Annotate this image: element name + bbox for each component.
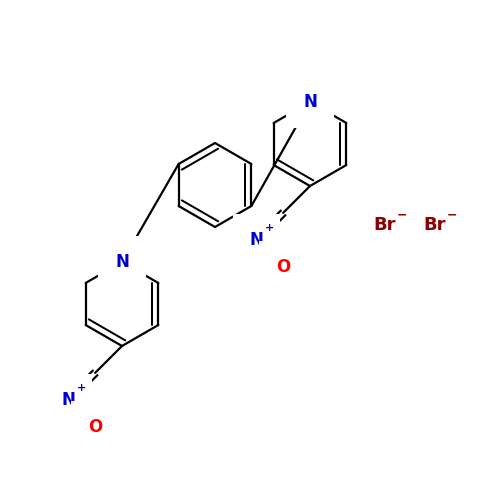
Text: Br: Br (424, 216, 446, 234)
Text: Br: Br (374, 216, 396, 234)
Text: N: N (62, 390, 75, 408)
Text: N: N (250, 230, 263, 248)
Text: +: + (266, 222, 274, 232)
Text: −: − (447, 208, 457, 222)
Text: N: N (303, 93, 317, 111)
Text: O: O (276, 258, 290, 276)
Text: O: O (88, 418, 102, 436)
Text: N: N (115, 253, 129, 271)
Text: −: − (397, 208, 407, 222)
Text: +: + (78, 382, 86, 392)
